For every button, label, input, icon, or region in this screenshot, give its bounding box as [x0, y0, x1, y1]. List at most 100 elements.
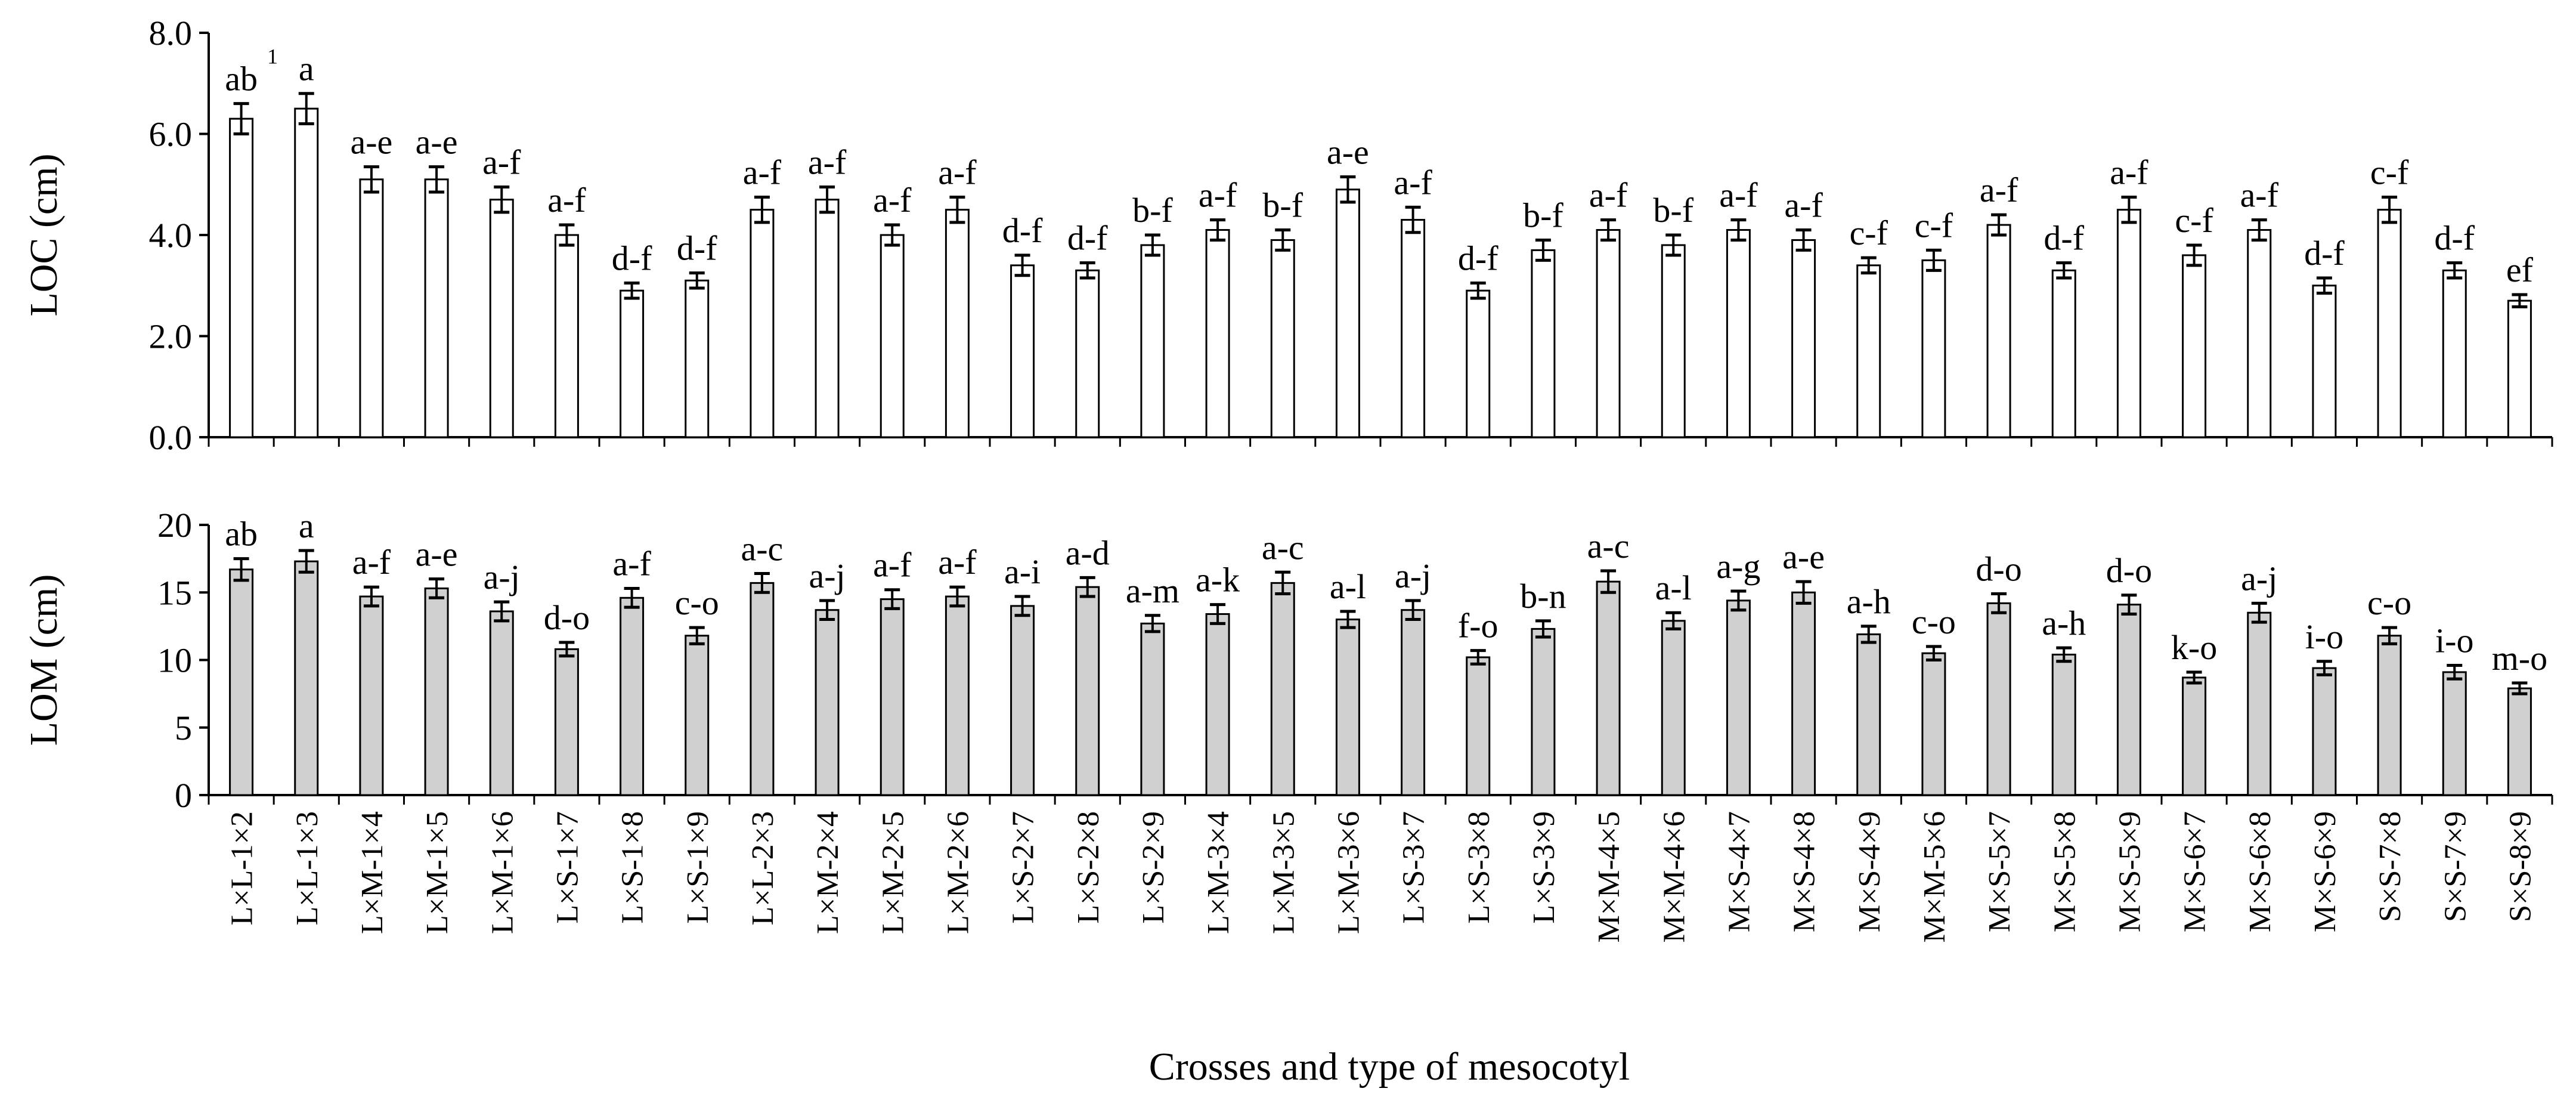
- loc-error-bar: [363, 165, 379, 194]
- loc-error-bar: [2382, 195, 2398, 224]
- lom-bar: [750, 582, 775, 796]
- loc-bar: [1726, 229, 1751, 438]
- category-label: S×S-7×9: [2438, 811, 2472, 922]
- lom-error-bar: [559, 641, 575, 658]
- loc-error-bar: [1340, 175, 1356, 204]
- lom-significance-label: d-o: [544, 598, 590, 637]
- lom-significance-label: c-o: [675, 583, 719, 622]
- loc-error-bar: [1665, 233, 1682, 257]
- loc-error-bar: [559, 223, 575, 247]
- loc-error-bar: [1144, 233, 1160, 257]
- category-label: L×L-1×2: [225, 811, 259, 926]
- lom-bar: [1335, 619, 1360, 796]
- category-label: L×L-1×3: [290, 811, 324, 926]
- category-label: L×M-1×6: [485, 811, 519, 934]
- loc-significance-label: d-f: [677, 229, 717, 268]
- loc-error-bar: [624, 282, 640, 300]
- lom-significance-label: a-d: [1066, 533, 1110, 572]
- loc-bar: [2377, 209, 2402, 438]
- category-label: M×S-4×7: [1722, 811, 1756, 932]
- lom-error-bar: [2251, 601, 2267, 624]
- loc-significance-label: a-f: [1784, 186, 1823, 225]
- loc-bar: [2051, 269, 2076, 438]
- category-label: M×S-6×8: [2243, 811, 2277, 932]
- lom-error-bar: [1210, 603, 1226, 625]
- loc-error-bar: [1014, 253, 1030, 277]
- lom-significance-label: a-j: [484, 558, 520, 596]
- loc-significance-label: a-e: [1327, 133, 1369, 172]
- lom-significance-label: ab: [225, 515, 258, 554]
- lom-bar: [294, 560, 319, 796]
- lom-y-tick-label: 10: [157, 641, 192, 680]
- lom-bar: [815, 609, 840, 796]
- lom-error-bar: [2316, 660, 2332, 676]
- lom-error-bar: [1340, 610, 1356, 629]
- loc-bar: [620, 289, 645, 438]
- loc-significance-label: a-f: [1980, 171, 2018, 209]
- lom-error-bar: [2121, 593, 2137, 616]
- lom-error-bar: [1795, 580, 1812, 605]
- lom-bar: [2182, 676, 2207, 796]
- loc-bar: [1335, 188, 1360, 438]
- lom-error-bar: [233, 557, 249, 582]
- loc-bar: [229, 118, 254, 438]
- loc-bar: [1140, 244, 1165, 438]
- loc-error-bar: [1079, 261, 1095, 280]
- lom-bar: [2442, 671, 2467, 796]
- lom-significance-label: a-c: [1587, 527, 1630, 565]
- loc-y-tick-label: 6.0: [149, 115, 193, 154]
- loc-error-bar: [949, 195, 965, 224]
- category-label: S×S-8×9: [2503, 811, 2537, 922]
- lom-error-bar: [2512, 681, 2528, 695]
- loc-bar: [1596, 229, 1621, 438]
- loc-error-bar: [884, 223, 900, 247]
- loc-bar: [2312, 285, 2337, 438]
- lom-y-tick-label: 20: [157, 506, 192, 545]
- lom-bar: [2116, 604, 2141, 796]
- lom-significance-label: a-c: [1262, 528, 1304, 567]
- lom-significance-label: a-j: [1395, 556, 1431, 595]
- lom-significance-label: i-o: [2305, 617, 2343, 656]
- loc-bar: [2182, 254, 2207, 438]
- lom-bar: [880, 598, 905, 796]
- lom-y-tick-label: 5: [175, 709, 192, 747]
- loc-bar: [359, 178, 384, 438]
- lom-significance-label: a-l: [1330, 567, 1366, 606]
- loc-bar: [1921, 259, 1946, 438]
- lom-significance-label: a-f: [873, 546, 912, 585]
- lom-bar: [2051, 653, 2076, 796]
- lom-bar: [1921, 652, 1946, 796]
- lom-error-bar: [2447, 664, 2463, 681]
- loc-significance-label: b-f: [1653, 191, 1693, 230]
- loc-error-bar: [1535, 238, 1551, 262]
- lom-significance-label: d-o: [1976, 550, 2021, 589]
- loc-bar: [1986, 224, 2011, 438]
- lom-bar: [1401, 609, 1426, 796]
- category-label: L×S-2×7: [1007, 811, 1041, 924]
- lom-significance-label: a-g: [1716, 547, 1760, 586]
- loc-significance-label: a-f: [2240, 176, 2279, 215]
- lom-bar: [2507, 687, 2532, 796]
- lom-bar: [1791, 591, 1816, 796]
- lom-significance-label: a-h: [2042, 604, 2086, 642]
- loc-bar: [945, 209, 970, 438]
- lom-significance-label: a-k: [1196, 561, 1240, 599]
- loc-significance-label: d-f: [2044, 219, 2084, 258]
- lom-bar: [489, 610, 514, 796]
- category-label: M×S-4×8: [1788, 811, 1822, 932]
- category-label: M×S-5×8: [2048, 811, 2082, 932]
- lom-significance-label: a-j: [2241, 559, 2277, 598]
- loc-bar: [1791, 239, 1816, 438]
- loc-error-bar: [1925, 248, 1942, 272]
- lom-bar: [359, 595, 384, 796]
- lom-bar: [1986, 602, 2011, 796]
- lom-significance-label: a-f: [352, 543, 391, 582]
- loc-significance-label: a-f: [2110, 153, 2148, 191]
- lom-bar: [620, 596, 645, 796]
- loc-error-bar: [494, 185, 510, 214]
- category-label: M×S-5×9: [2113, 811, 2147, 932]
- lom-error-bar: [1600, 569, 1617, 594]
- loc-panel: 0.0 2.0 4.0 6.0 8.0 LOC (cm) ab a a-e a-e a-f a-f d-…: [22, 14, 2553, 457]
- loc-significance-label: a-f: [743, 153, 782, 191]
- lom-bar: [1661, 620, 1686, 796]
